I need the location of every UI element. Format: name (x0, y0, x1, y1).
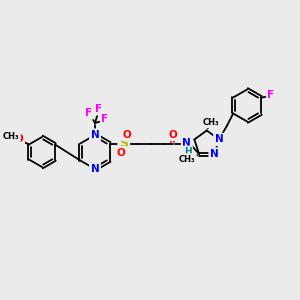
Text: CH₃: CH₃ (202, 118, 219, 127)
Text: O: O (116, 148, 125, 158)
Text: N: N (91, 130, 99, 140)
Text: N: N (215, 134, 224, 145)
Text: S: S (119, 137, 128, 150)
Text: F: F (101, 114, 109, 124)
Text: CH₃: CH₃ (3, 132, 19, 141)
Text: O: O (15, 134, 23, 145)
Text: H: H (184, 147, 191, 156)
Text: F: F (85, 108, 93, 118)
Text: F: F (267, 91, 274, 100)
Text: CH₃: CH₃ (179, 154, 195, 164)
Text: O: O (168, 130, 177, 140)
Text: N: N (91, 164, 99, 174)
Text: O: O (122, 130, 131, 140)
Text: N: N (210, 149, 219, 159)
Text: F: F (95, 104, 103, 114)
Text: N: N (182, 139, 191, 148)
